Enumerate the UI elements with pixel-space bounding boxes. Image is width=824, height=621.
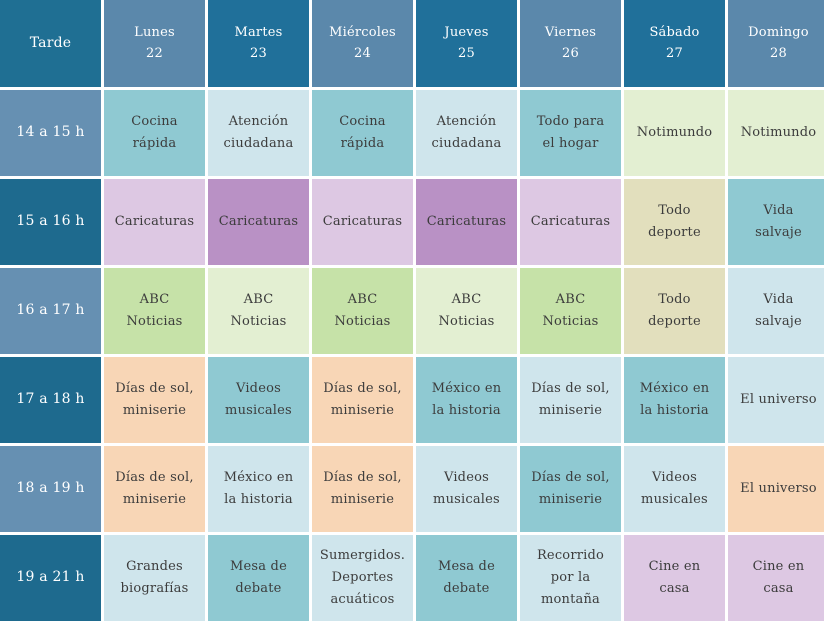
header-day-tuesday: Martes 23: [208, 0, 309, 87]
program-cell: Vida salvaje: [728, 268, 824, 354]
day-name: Martes: [234, 25, 283, 41]
program-cell: ABC Noticias: [520, 268, 621, 354]
day-name: Lunes: [134, 25, 175, 41]
day-date: 25: [458, 45, 475, 61]
program-cell: ABC Noticias: [416, 268, 517, 354]
header-day-saturday: Sábado 27: [624, 0, 725, 87]
day-date: 22: [146, 45, 163, 61]
program-cell: El universo: [728, 357, 824, 443]
day-date: 24: [354, 45, 371, 61]
program-cell: Videos musicales: [624, 446, 725, 532]
program-cell: Días de sol, miniserie: [520, 357, 621, 443]
program-cell: México en la historia: [624, 357, 725, 443]
program-cell: Días de sol, miniserie: [520, 446, 621, 532]
day-name: Sábado: [649, 25, 700, 41]
program-cell: Cocina rápida: [104, 90, 205, 176]
program-cell: Mesa de debate: [208, 535, 309, 621]
header-corner: Tarde: [0, 0, 101, 87]
time-slot-label: 15 a 16 h: [0, 179, 101, 265]
program-cell: Días de sol, miniserie: [104, 446, 205, 532]
day-name: Miércoles: [329, 25, 396, 41]
program-cell: Caricaturas: [104, 179, 205, 265]
program-cell: ABC Noticias: [208, 268, 309, 354]
header-day-monday: Lunes 22: [104, 0, 205, 87]
time-slot-label: 18 a 19 h: [0, 446, 101, 532]
day-name: Domingo: [748, 25, 809, 41]
day-name: Jueves: [444, 25, 489, 41]
time-slot-label: 14 a 15 h: [0, 90, 101, 176]
program-cell: Todo deporte: [624, 268, 725, 354]
day-date: 27: [666, 45, 683, 61]
program-cell: Vida salvaje: [728, 179, 824, 265]
header-corner-label: Tarde: [29, 34, 72, 51]
program-cell: Días de sol, miniserie: [312, 357, 413, 443]
program-cell: Caricaturas: [208, 179, 309, 265]
program-cell: Cine en casa: [728, 535, 824, 621]
program-cell: Recorrido por la montaña: [520, 535, 621, 621]
program-cell: Sumergidos. Deportes acuáticos: [312, 535, 413, 621]
program-cell: ABC Noticias: [104, 268, 205, 354]
header-day-thursday: Jueves 25: [416, 0, 517, 87]
time-slot-label: 16 a 17 h: [0, 268, 101, 354]
header-day-wednesday: Miércoles 24: [312, 0, 413, 87]
program-cell: Grandes biografías: [104, 535, 205, 621]
program-cell: Caricaturas: [520, 179, 621, 265]
header-day-friday: Viernes 26: [520, 0, 621, 87]
day-date: 23: [250, 45, 267, 61]
program-cell: Notimundo: [624, 90, 725, 176]
time-slot-label: 17 a 18 h: [0, 357, 101, 443]
program-cell: Días de sol, miniserie: [312, 446, 413, 532]
program-cell: Videos musicales: [208, 357, 309, 443]
program-cell: Videos musicales: [416, 446, 517, 532]
program-cell: Notimundo: [728, 90, 824, 176]
program-cell: México en la historia: [208, 446, 309, 532]
program-cell: Caricaturas: [416, 179, 517, 265]
time-slot-label: 19 a 21 h: [0, 535, 101, 621]
program-cell: Todo para el hogar: [520, 90, 621, 176]
day-date: 28: [770, 45, 787, 61]
program-cell: Cine en casa: [624, 535, 725, 621]
program-cell: ABC Noticias: [312, 268, 413, 354]
program-cell: Atención ciudadana: [416, 90, 517, 176]
day-name: Viernes: [544, 25, 597, 41]
program-cell: Atención ciudadana: [208, 90, 309, 176]
program-cell: Días de sol, miniserie: [104, 357, 205, 443]
program-cell: Mesa de debate: [416, 535, 517, 621]
program-cell: Todo deporte: [624, 179, 725, 265]
program-cell: México en la historia: [416, 357, 517, 443]
program-cell: Cocina rápida: [312, 90, 413, 176]
program-cell: Caricaturas: [312, 179, 413, 265]
program-cell: El universo: [728, 446, 824, 532]
day-date: 26: [562, 45, 579, 61]
header-day-sunday: Domingo 28: [728, 0, 824, 87]
